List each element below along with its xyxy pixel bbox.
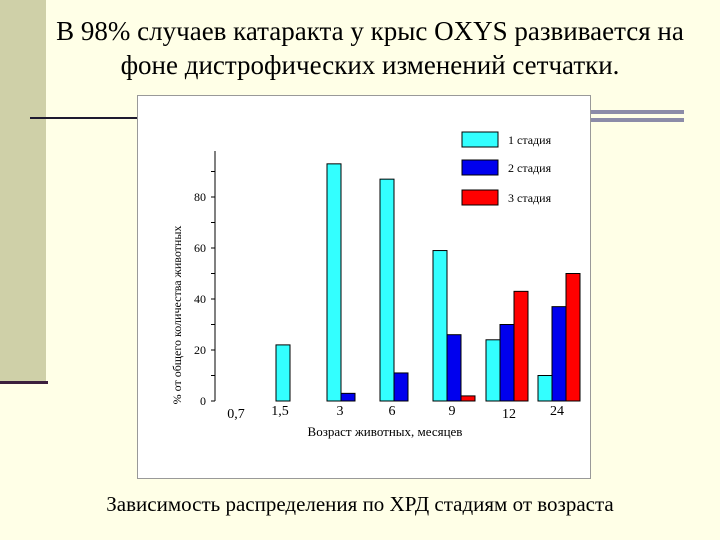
x-tick-label: 9 (449, 404, 456, 419)
bar-3-9 (460, 395, 476, 402)
chart-ticks: 0 20 40 60 80 0,7 1,5 3 6 9 12 24 (194, 171, 564, 422)
left-decor-bar (0, 0, 46, 383)
y-tick-label: 60 (194, 241, 206, 255)
bar-1-9 (432, 250, 448, 402)
y-tick-label: 0 (200, 394, 206, 408)
slide-title: В 98% случаев катаракта у крыс OXYS разв… (56, 16, 684, 80)
legend-label-2: 2 стадия (508, 161, 552, 175)
legend-swatch-2 (461, 159, 499, 176)
title-underline-right-top (590, 110, 684, 114)
bar-2-9 (446, 334, 462, 402)
bar-3-12 (513, 290, 529, 402)
legend-swatch-1 (461, 131, 499, 148)
bar-1-12 (485, 339, 501, 402)
bar-1-6 (379, 178, 395, 402)
bar-2-3 (340, 392, 356, 402)
y-tick-label: 40 (194, 292, 206, 306)
bar-1-24 (537, 375, 553, 402)
bar-2-12 (499, 324, 515, 402)
x-tick-label: 1,5 (271, 404, 289, 419)
chart-bars (275, 163, 581, 402)
y-tick-label: 80 (194, 190, 206, 204)
title-underline-right-bottom (590, 118, 684, 122)
bar-1-1-5 (275, 344, 291, 402)
legend-swatch-3 (461, 189, 499, 206)
y-tick-label: 20 (194, 343, 206, 357)
x-tick-label: 3 (337, 404, 344, 419)
title-underline-left (30, 117, 138, 119)
legend-label-3: 3 стадия (508, 191, 552, 205)
bar-3-24 (565, 273, 581, 402)
x-axis-label: Возраст животных, месяцев (308, 424, 463, 439)
legend-label-1: 1 стадия (508, 133, 552, 147)
slide-caption: Зависимость распределения по ХРД стадиям… (106, 492, 614, 516)
chart-legend: 1 стадия 2 стадия 3 стадия (461, 131, 552, 206)
chart-panel (137, 95, 591, 479)
bar-2-6 (393, 372, 409, 402)
y-axis-label: % от общего количества животных (170, 226, 184, 405)
x-tick-label: 0,7 (227, 407, 245, 422)
left-decor-line (0, 381, 48, 384)
x-tick-label: 12 (502, 407, 516, 422)
bar-1-3 (326, 163, 342, 402)
x-tick-label: 24 (550, 404, 564, 419)
bar-2-24 (551, 306, 567, 402)
x-tick-label: 6 (389, 404, 396, 419)
